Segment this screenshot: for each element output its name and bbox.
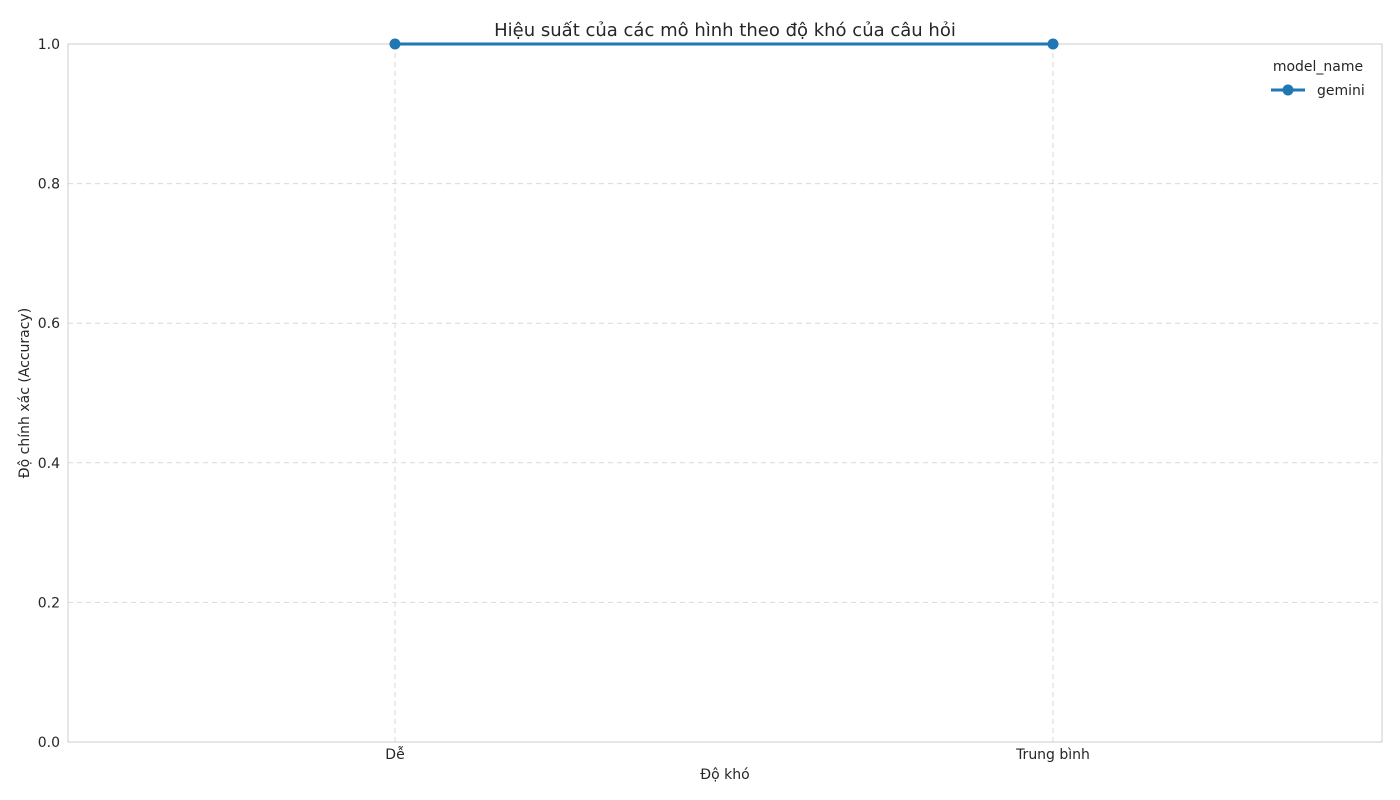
- x-tick-label: Dễ: [385, 746, 404, 763]
- chart-title: Hiệu suất của các mô hình theo độ khó củ…: [494, 20, 956, 41]
- y-tick-label: 1.0: [38, 37, 60, 53]
- x-tick-label: Trung bình: [1015, 747, 1090, 763]
- x-axis-label: Độ khó: [700, 767, 749, 783]
- data-point-gemini: [389, 38, 401, 50]
- y-tick-label: 0.4: [38, 456, 60, 472]
- y-tick-label: 0.6: [38, 316, 60, 332]
- x-ticks: Dễ Trung bình: [385, 746, 1090, 763]
- y-tick-label: 0.2: [38, 595, 60, 611]
- plot-frame: [67, 43, 1383, 743]
- y-tick-label: 0.8: [38, 177, 60, 193]
- legend-marker-gemini: [1282, 84, 1294, 96]
- y-ticks: 0.0 0.2 0.4 0.6 0.8 1.0: [38, 37, 60, 751]
- y-axis-label: Độ chính xác (Accuracy): [17, 308, 33, 478]
- data-point-gemini: [1047, 38, 1059, 50]
- legend-title: model_name: [1273, 59, 1363, 75]
- grid: [68, 43, 1382, 743]
- series-layer: [389, 38, 1059, 50]
- legend-label-gemini: gemini: [1317, 83, 1365, 99]
- legend: model_name gemini: [1271, 59, 1365, 99]
- y-tick-label: 0.0: [38, 735, 60, 751]
